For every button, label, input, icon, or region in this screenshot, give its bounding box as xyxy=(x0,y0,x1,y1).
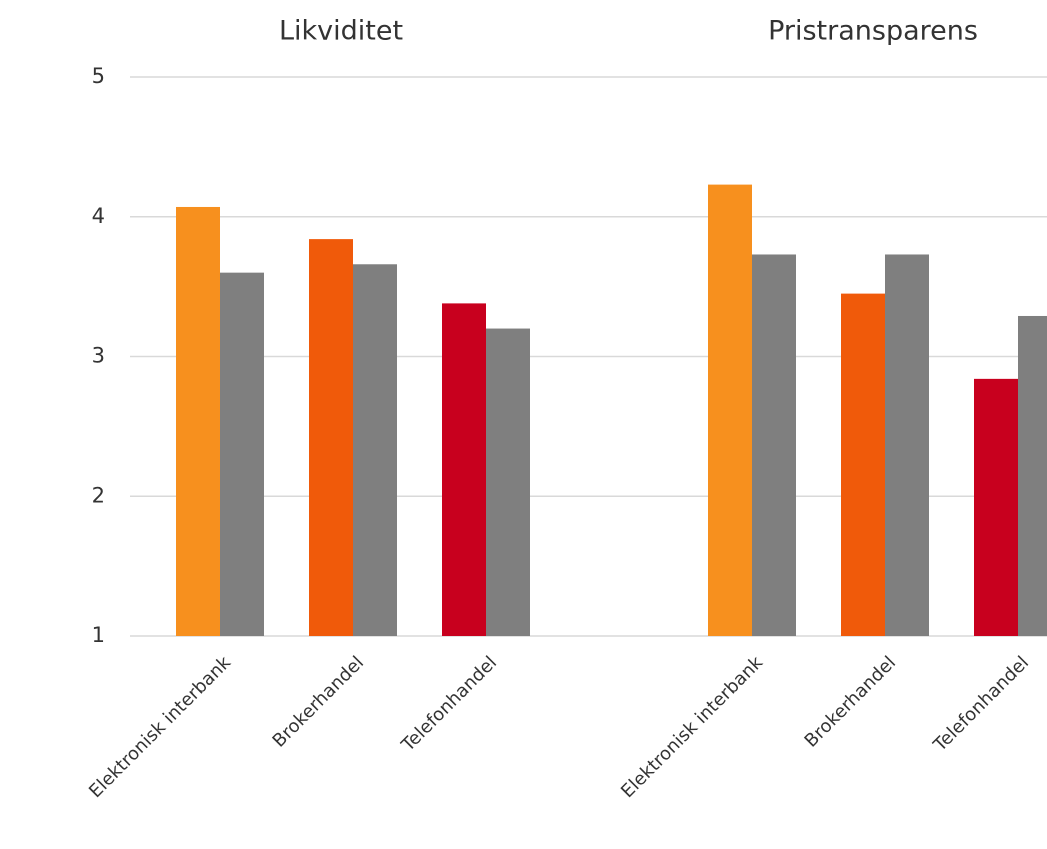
x-tick-label: Telefonhandel xyxy=(929,652,1033,756)
x-tick-label: Telefonhandel xyxy=(397,652,501,756)
bar xyxy=(885,254,929,637)
x-tick-label: Brokerhandel xyxy=(269,652,368,751)
panel-title: Likviditet xyxy=(279,16,403,47)
bar xyxy=(442,303,486,636)
bar xyxy=(220,272,264,636)
y-tick-label: 1 xyxy=(92,623,105,647)
x-tick-label: Elektronisk interbank xyxy=(85,652,235,802)
bar xyxy=(486,328,530,636)
panel-title: Pristransparens xyxy=(768,16,978,47)
y-tick-label: 3 xyxy=(92,344,105,368)
bar xyxy=(1018,315,1047,636)
y-tick-label: 5 xyxy=(92,64,105,88)
y-tick-label: 2 xyxy=(92,483,105,507)
bar xyxy=(176,206,220,636)
x-tick-label: Brokerhandel xyxy=(801,652,900,751)
bar xyxy=(752,254,796,637)
y-tick-label: 4 xyxy=(92,204,105,228)
bar xyxy=(353,264,397,636)
bar xyxy=(974,378,1018,636)
bar xyxy=(309,239,353,637)
bar xyxy=(708,184,752,637)
x-tick-label: Elektronisk interbank xyxy=(617,652,767,802)
bar xyxy=(841,293,885,636)
